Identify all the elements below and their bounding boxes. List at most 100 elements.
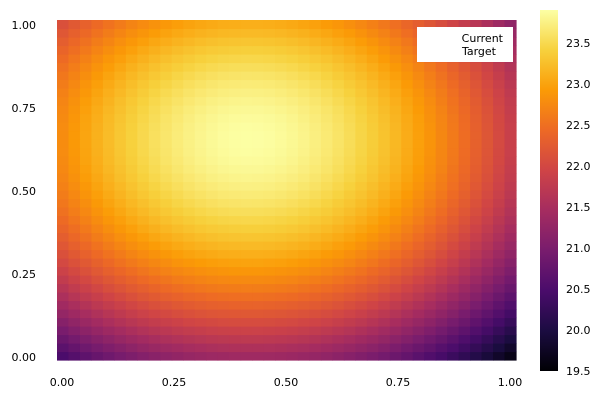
heatmap-cell <box>194 20 207 30</box>
heatmap-cell <box>504 139 517 149</box>
heatmap-cell <box>332 113 345 123</box>
heatmap-cell <box>171 309 184 319</box>
heatmap-cell <box>217 317 230 327</box>
heatmap-cell <box>240 54 253 64</box>
heatmap-cell <box>401 326 414 336</box>
heatmap-cell <box>240 266 253 276</box>
heatmap-cell <box>160 113 173 123</box>
heatmap-cell <box>389 249 402 259</box>
heatmap-cell <box>435 113 448 123</box>
heatmap-cell <box>114 156 127 166</box>
heatmap-cell <box>125 130 138 140</box>
heatmap-cell <box>343 190 356 200</box>
heatmap-cell <box>206 20 219 30</box>
heatmap-cell <box>206 334 219 344</box>
heatmap-cell <box>160 181 173 191</box>
heatmap-cell <box>424 292 437 302</box>
heatmap-cell <box>286 164 299 174</box>
heatmap-cell <box>286 309 299 319</box>
heatmap-cell <box>366 71 379 81</box>
heatmap-cell <box>297 173 311 183</box>
heatmap-cell <box>309 28 322 38</box>
heatmap-cell <box>412 275 425 285</box>
legend: Current Target <box>417 27 513 62</box>
heatmap-cell <box>125 241 138 251</box>
heatmap-cell <box>194 207 207 217</box>
heatmap-cell <box>148 292 161 302</box>
heatmap-cell <box>504 173 517 183</box>
heatmap-cell <box>263 207 276 217</box>
heatmap-cell <box>57 156 70 166</box>
heatmap-cell <box>481 122 494 132</box>
heatmap-cell <box>332 139 345 149</box>
heatmap-cell <box>68 326 81 336</box>
heatmap-cell <box>252 317 265 327</box>
heatmap-cell <box>252 207 265 217</box>
heatmap-cell <box>504 317 517 327</box>
heatmap-cell <box>470 334 483 344</box>
heatmap-cell <box>217 300 230 310</box>
heatmap-cell <box>458 190 471 200</box>
heatmap-cell <box>137 266 150 276</box>
x-tick-label: 0.75 <box>386 376 411 389</box>
heatmap-cell <box>297 156 311 166</box>
heatmap-cell <box>447 113 460 123</box>
heatmap-cell <box>378 241 391 251</box>
heatmap-cell <box>493 266 506 276</box>
heatmap-cell <box>504 105 517 115</box>
heatmap-cell <box>148 130 161 140</box>
heatmap-cell <box>401 215 414 225</box>
heatmap-cell <box>102 241 115 251</box>
heatmap-cell <box>447 317 460 327</box>
heatmap-cell <box>171 105 184 115</box>
heatmap-cell <box>435 20 448 30</box>
heatmap-cell <box>435 326 448 336</box>
heatmap-cell <box>297 258 311 268</box>
heatmap-cell <box>68 292 81 302</box>
heatmap-cell <box>389 156 402 166</box>
heatmap-cell <box>137 37 150 47</box>
heatmap-cell <box>57 122 70 132</box>
heatmap-cell <box>309 224 322 234</box>
heatmap-cell <box>229 88 242 98</box>
heatmap-cell <box>137 300 150 310</box>
heatmap-cells <box>57 20 517 361</box>
heatmap-cell <box>137 190 150 200</box>
heatmap-cell <box>389 275 402 285</box>
heatmap-cell <box>355 198 368 208</box>
heatmap-cell <box>102 224 115 234</box>
heatmap-cell <box>171 62 184 72</box>
heatmap-cell <box>343 156 356 166</box>
heatmap-cell <box>114 326 127 336</box>
heatmap-cell <box>493 71 506 81</box>
heatmap-cell <box>194 130 207 140</box>
heatmap-cell <box>332 275 345 285</box>
heatmap-cell <box>79 224 93 234</box>
heatmap-cell <box>240 351 253 361</box>
heatmap-cell <box>309 96 322 106</box>
heatmap-cell <box>183 130 196 140</box>
colorbar-tick-label: 20.5 <box>566 283 591 296</box>
heatmap-cell <box>137 156 150 166</box>
colorbar-tick-label: 23.5 <box>566 37 591 50</box>
heatmap-cell <box>470 71 483 81</box>
heatmap-cell <box>297 20 311 30</box>
heatmap-cell <box>412 105 425 115</box>
heatmap-cell <box>389 334 402 344</box>
heatmap-cell <box>68 71 81 81</box>
heatmap-cell <box>309 317 322 327</box>
heatmap-cell <box>286 317 299 327</box>
heatmap-cell <box>68 105 81 115</box>
heatmap-cell <box>263 317 276 327</box>
heatmap-cell <box>355 156 368 166</box>
heatmap-cell <box>297 351 311 361</box>
heatmap-cell <box>343 122 356 132</box>
heatmap-cell <box>68 275 81 285</box>
heatmap-cell <box>355 334 368 344</box>
heatmap-cell <box>263 147 276 157</box>
heatmap-cell <box>286 232 299 242</box>
heatmap-cell <box>68 190 81 200</box>
heatmap-cell <box>401 190 414 200</box>
heatmap-cell <box>68 232 81 242</box>
heatmap-cell <box>183 62 196 72</box>
